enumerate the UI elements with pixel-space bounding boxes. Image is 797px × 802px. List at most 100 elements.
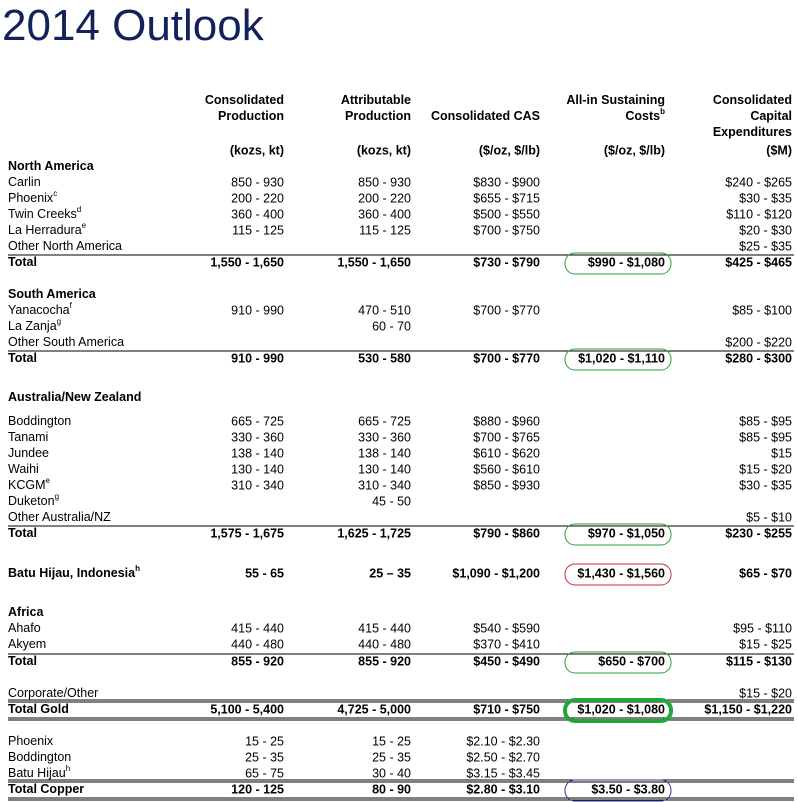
cell: $710 - $750 xyxy=(473,702,540,716)
row-label-text: North America xyxy=(8,159,95,173)
cell: 1,550 - 1,650 xyxy=(337,255,411,269)
cell: 4,725 - 5,000 xyxy=(337,702,411,716)
cell: 30 - 40 xyxy=(372,766,411,780)
cell: 440 - 480 xyxy=(358,637,411,651)
cell: 60 - 70 xyxy=(372,319,411,333)
cell: $850 - $930 xyxy=(473,478,540,492)
cell: 470 - 510 xyxy=(358,303,411,317)
cell: $110 - $120 xyxy=(726,207,792,221)
cell: $15 xyxy=(771,446,792,460)
highlight-ring xyxy=(564,523,672,546)
cell: 330 - 360 xyxy=(358,430,411,444)
cell: 330 - 360 xyxy=(231,430,284,444)
column-title: Expenditures xyxy=(713,125,792,139)
row-label: Total xyxy=(8,255,37,269)
row-label-text: Africa xyxy=(8,605,44,619)
cell: $425 - $465 xyxy=(725,255,792,269)
cell: 415 - 440 xyxy=(358,621,411,635)
column-title-text: Consolidated xyxy=(713,93,792,107)
cell: $610 - $620 xyxy=(473,446,540,460)
cell: $650 - $700 xyxy=(598,654,665,668)
column-title: Consolidated xyxy=(713,93,792,107)
row-label-text: Total xyxy=(8,255,37,269)
cell: 910 - 990 xyxy=(231,351,284,365)
row-label: Waihi xyxy=(8,462,39,476)
row-label: Total xyxy=(8,351,37,365)
row-label-text: Phoenix xyxy=(8,191,54,205)
cell: $3.15 - $3.45 xyxy=(466,766,540,780)
column-unit: (kozs, kt) xyxy=(357,143,411,157)
cell: 55 - 65 xyxy=(245,566,284,580)
cell: $95 - $110 xyxy=(733,621,792,635)
cell: $700 - $770 xyxy=(473,351,540,365)
row-label-text: Batu Hijau, Indonesia xyxy=(8,566,136,580)
row-label: North America xyxy=(8,159,95,173)
row-label-text: Corporate/Other xyxy=(8,686,98,700)
cell: $85 - $100 xyxy=(732,303,792,317)
cell: 360 - 400 xyxy=(358,207,411,221)
row-label-text: Other North America xyxy=(8,239,122,253)
row-label-text: Waihi xyxy=(8,462,39,476)
row-label-text: Boddington xyxy=(8,750,71,764)
row-label-text: Carlin xyxy=(8,175,41,189)
row-label-sup: e xyxy=(46,476,51,485)
column-sup: b xyxy=(660,107,665,116)
cell: $25 - $35 xyxy=(739,239,792,253)
column-title-text: All-in Sustaining xyxy=(566,93,665,107)
cell: $30 - $35 xyxy=(739,191,792,205)
row-label-sup: g xyxy=(55,492,59,501)
cell: 15 - 25 xyxy=(245,734,284,748)
row-label: Ahafo xyxy=(8,621,41,635)
cell: $1,020 - $1,110 xyxy=(578,351,665,365)
column-title-text: Costs xyxy=(625,109,660,123)
row-label: Batu Hijau, Indonesiah xyxy=(8,564,140,580)
column-title: Attributable xyxy=(341,93,411,107)
column-title: Production xyxy=(218,109,284,123)
row-label-sup: g xyxy=(57,317,61,326)
cell: 1,625 - 1,725 xyxy=(337,526,411,540)
row-label-text: Total xyxy=(8,654,37,668)
cell: $15 - $20 xyxy=(739,462,792,476)
row-label: Jundee xyxy=(8,446,49,460)
cell: $2.80 - $3.10 xyxy=(466,782,540,796)
row-label-sup: h xyxy=(135,564,140,573)
cell: $200 - $220 xyxy=(725,335,792,349)
column-unit: (kozs, kt) xyxy=(230,143,284,157)
cell: 138 - 140 xyxy=(358,446,411,460)
cell: $230 - $255 xyxy=(725,526,792,540)
cell: $700 - $750 xyxy=(473,223,540,237)
cell: $450 - $490 xyxy=(473,654,540,668)
column-title: All-in Sustaining xyxy=(566,93,665,107)
cell: $655 - $715 xyxy=(473,191,540,205)
cell: 310 - 340 xyxy=(231,478,284,492)
row-label-text: Total xyxy=(8,526,37,540)
row-label: La Zanjag xyxy=(8,317,61,333)
cell: 910 - 990 xyxy=(231,303,284,317)
cell: 440 - 480 xyxy=(231,637,284,651)
row-label: Total xyxy=(8,526,37,540)
cell: $500 - $550 xyxy=(473,207,540,221)
row-label: Carlin xyxy=(8,175,41,189)
cell: $370 - $410 xyxy=(473,637,540,651)
cell: 45 - 50 xyxy=(372,494,411,508)
row-label: South America xyxy=(8,287,97,301)
row-label-text: Total Copper xyxy=(8,782,84,796)
row-label: Corporate/Other xyxy=(8,686,98,700)
cell: $790 - $860 xyxy=(473,526,540,540)
cell: 1,550 - 1,650 xyxy=(210,255,284,269)
row-label-text: Batu Hijau xyxy=(8,766,66,780)
row-label: Twin Creeksd xyxy=(8,205,81,221)
row-label-text: Other Australia/NZ xyxy=(8,510,111,524)
cell: $560 - $610 xyxy=(473,462,540,476)
cell: $700 - $770 xyxy=(473,303,540,317)
row-label: Total xyxy=(8,654,37,668)
cell: $970 - $1,050 xyxy=(588,526,665,540)
cell: 855 - 920 xyxy=(358,654,411,668)
cell: 15 - 25 xyxy=(372,734,411,748)
row-label-text: Yanacocha xyxy=(8,303,70,317)
row-label: Duketong xyxy=(8,492,59,508)
cell: $1,090 - $1,200 xyxy=(452,566,540,580)
row-label: Total Copper xyxy=(8,782,84,796)
cell: $540 - $590 xyxy=(473,621,540,635)
row-label-text: La Herradura xyxy=(8,223,82,237)
